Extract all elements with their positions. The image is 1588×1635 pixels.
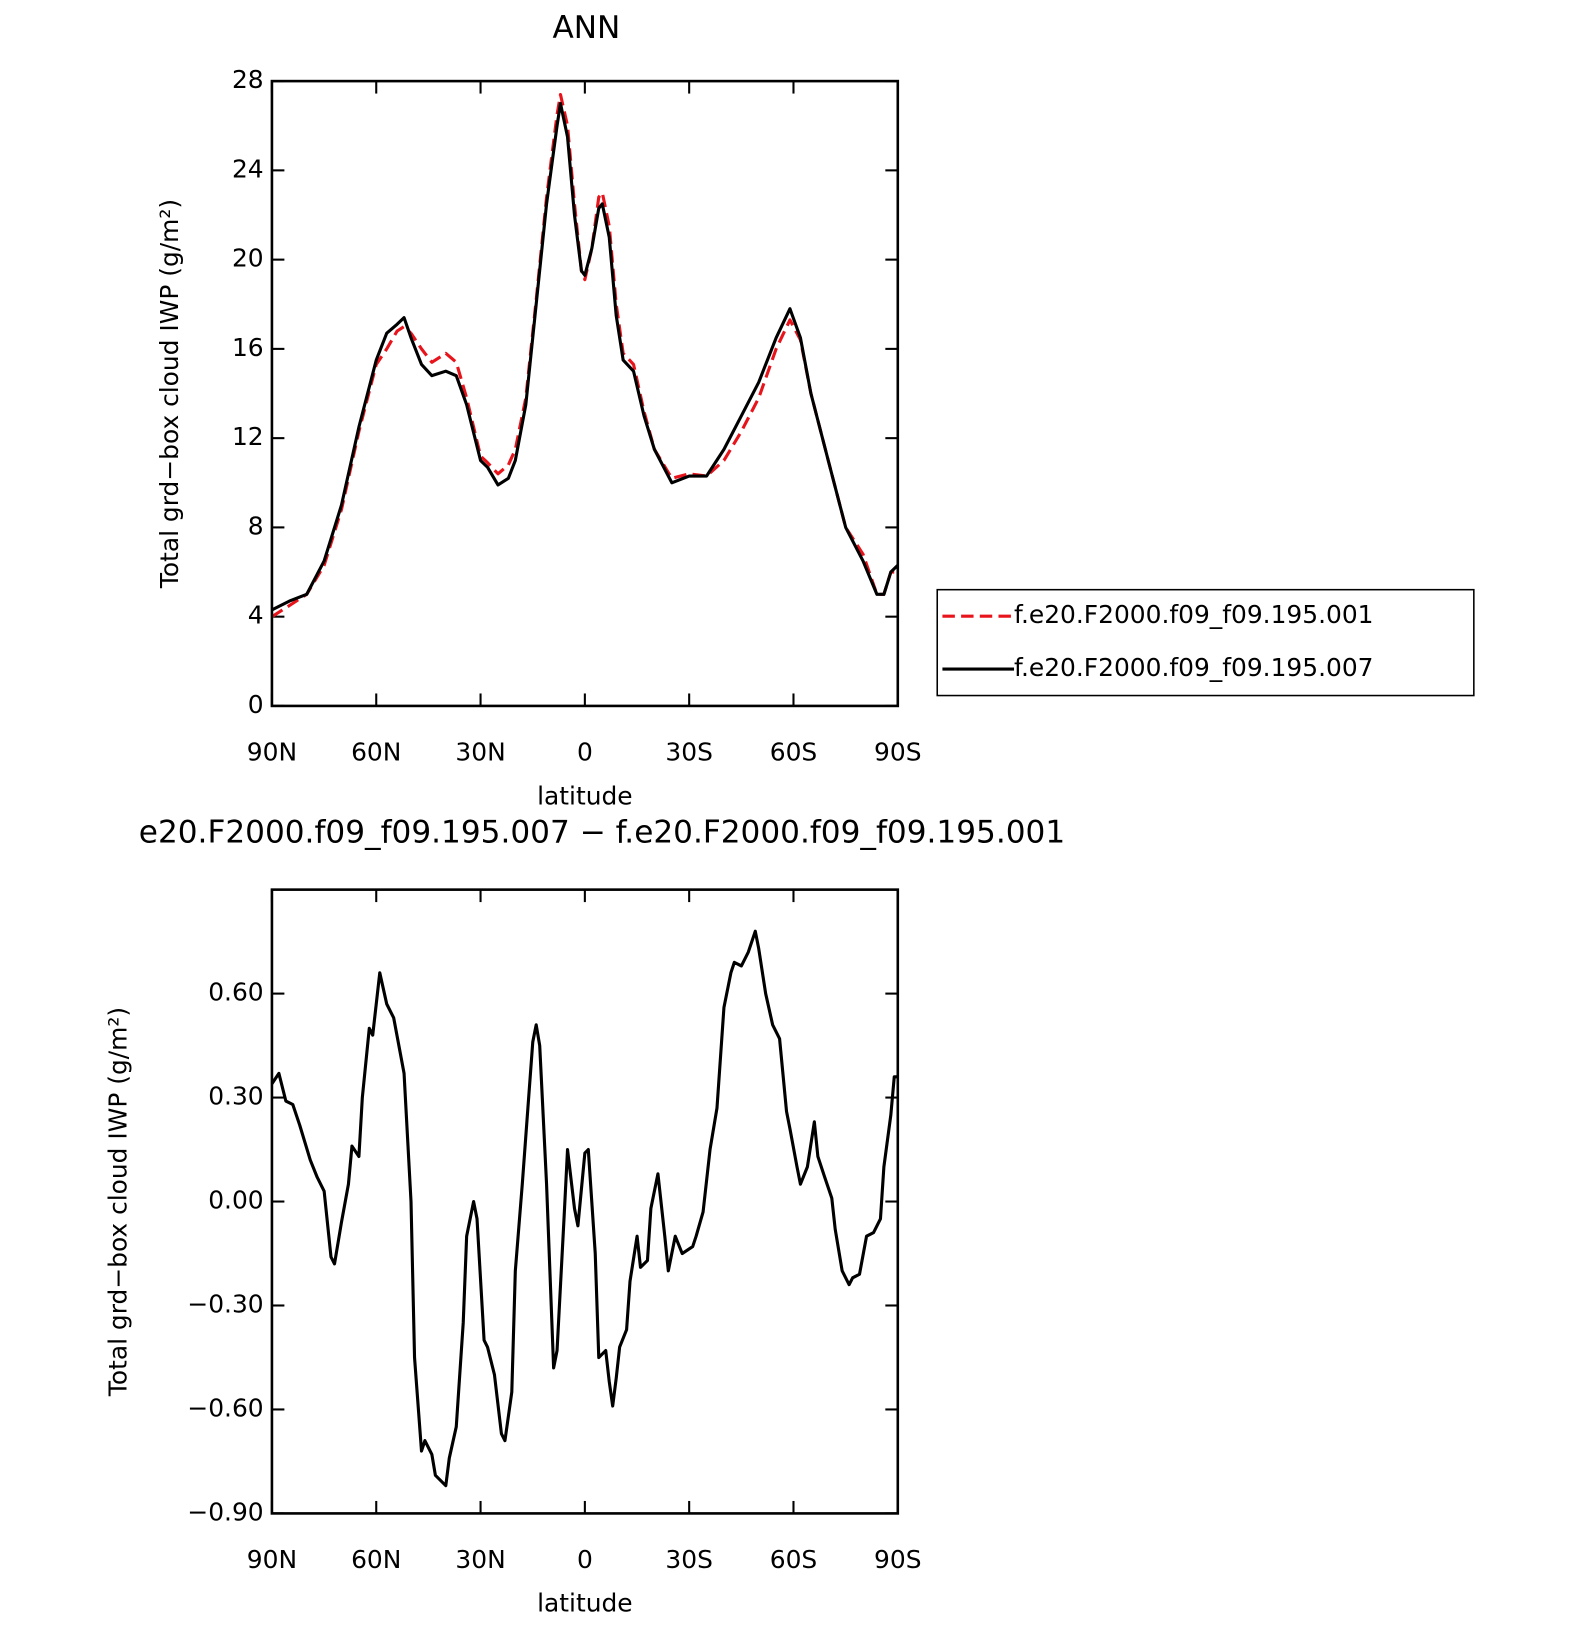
y-axis-label: Total grd−box cloud IWP (g/m²) bbox=[103, 1007, 132, 1397]
x-tick-label: 30N bbox=[455, 738, 505, 767]
plot-frame bbox=[270, 79, 900, 708]
x-tick-label: 60S bbox=[770, 1545, 817, 1574]
x-tick-label: 90N bbox=[247, 1545, 297, 1574]
x-tick-label: 90N bbox=[247, 738, 297, 767]
y-tick-label: 4 bbox=[248, 601, 264, 630]
y-tick-label: 0.30 bbox=[208, 1082, 263, 1111]
y-tick-label: 24 bbox=[232, 154, 264, 183]
data-line bbox=[270, 929, 898, 1488]
x-tick-label: 30S bbox=[665, 738, 712, 767]
x-axis-label: latitude bbox=[537, 781, 633, 810]
legend-label: f.e20.F2000.f09_f09.195.001 bbox=[1014, 600, 1374, 629]
x-tick-label: 30S bbox=[665, 1545, 712, 1574]
x-tick-label: 30N bbox=[455, 1545, 505, 1574]
y-tick-label: 12 bbox=[232, 422, 264, 451]
y-tick-label: −0.30 bbox=[187, 1289, 263, 1318]
x-tick-label: 90S bbox=[874, 1545, 921, 1574]
y-tick-label: 0 bbox=[248, 690, 264, 719]
y-tick-label: 8 bbox=[248, 511, 264, 540]
x-tick-label: 60N bbox=[351, 1545, 401, 1574]
y-tick-label: 28 bbox=[232, 65, 264, 94]
chart-title: e20.F2000.f09_f09.195.007 − f.e20.F2000.… bbox=[139, 815, 1065, 851]
data-line bbox=[271, 92, 898, 618]
data-line bbox=[271, 101, 899, 612]
plot-frame bbox=[270, 888, 900, 1515]
legend-box bbox=[936, 588, 1475, 697]
y-tick-label: 0.00 bbox=[208, 1186, 263, 1215]
y-tick-label: −0.90 bbox=[187, 1497, 263, 1526]
y-tick-label: −0.60 bbox=[187, 1393, 263, 1422]
legend-label: f.e20.F2000.f09_f09.195.007 bbox=[1014, 653, 1374, 682]
x-tick-label: 60S bbox=[770, 738, 817, 767]
x-axis-label: latitude bbox=[537, 1589, 633, 1618]
y-axis-label: Total grd−box cloud IWP (g/m²) bbox=[155, 199, 184, 589]
y-tick-label: 20 bbox=[232, 244, 264, 273]
x-tick-label: 90S bbox=[874, 738, 921, 767]
y-tick-label: 0.60 bbox=[208, 978, 263, 1007]
x-tick-label: 0 bbox=[577, 1545, 593, 1574]
x-tick-label: 0 bbox=[577, 738, 593, 767]
x-tick-label: 60N bbox=[351, 738, 401, 767]
chart-title: ANN bbox=[552, 10, 620, 46]
y-tick-label: 16 bbox=[232, 333, 264, 362]
